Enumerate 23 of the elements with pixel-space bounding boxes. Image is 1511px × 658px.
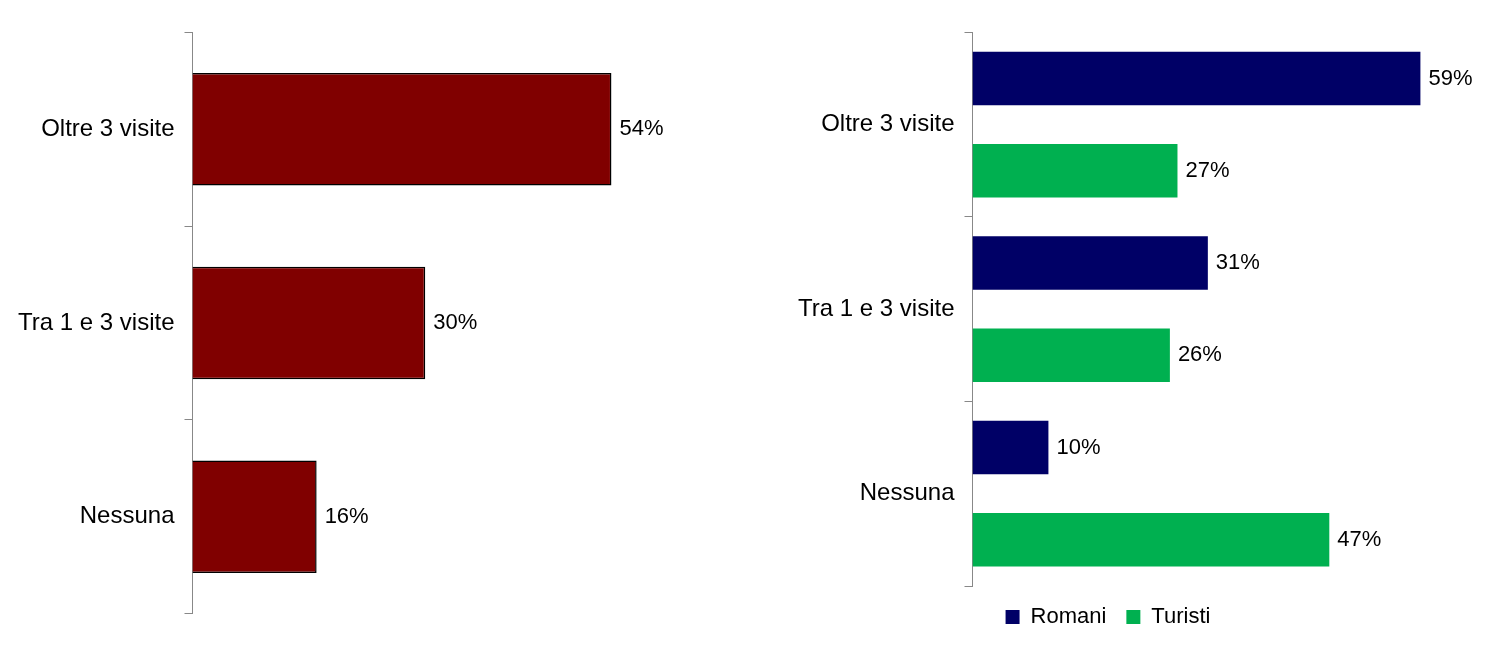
y-tick-label: Tra 1 e 3 visite [17,307,175,335]
bar [972,51,1421,106]
bar [972,513,1330,567]
y-tick-label: Oltre 3 visite [821,109,955,137]
data-label: 59% [1428,64,1473,90]
y-tick-label: Nessuna [859,478,956,506]
y-tick-label: Tra 1 e 3 visite [797,293,955,321]
bar [972,236,1208,290]
bar [972,420,1049,475]
data-label: 47% [1337,525,1382,551]
y-tick-label: Oltre 3 visite [41,113,175,141]
data-label: 27% [1185,156,1230,182]
data-label: 16% [324,502,369,528]
legend-label: Turisti [1151,603,1211,629]
legend-label: Romani [1030,603,1107,629]
data-label: 10% [1056,433,1101,459]
bar [972,328,1170,383]
data-label: 54% [619,115,664,141]
data-label: 26% [1177,341,1222,367]
bar [972,144,1178,198]
y-tick-label: Nessuna [79,501,176,529]
data-label: 30% [433,309,478,335]
data-label: 31% [1215,249,1260,275]
